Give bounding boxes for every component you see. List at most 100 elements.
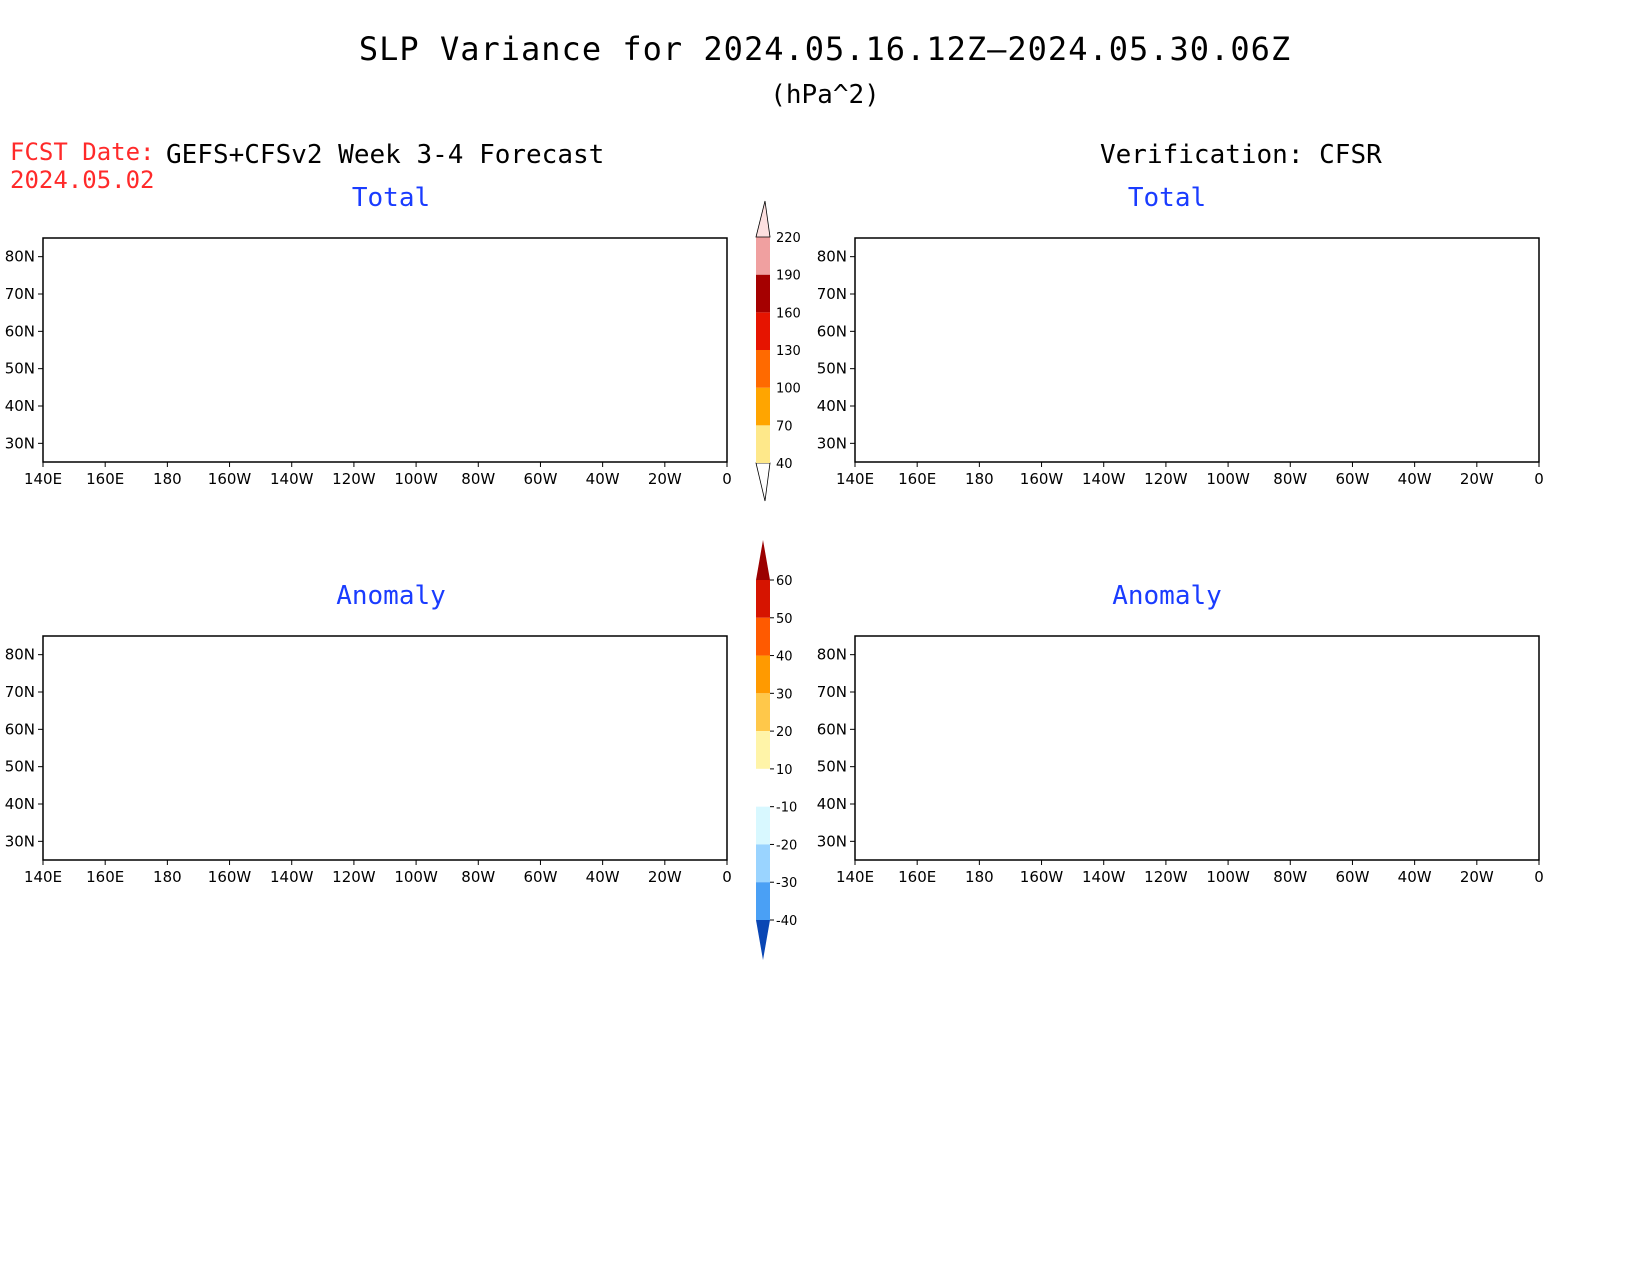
lon-tick-label: 180 xyxy=(153,470,182,488)
lat-tick-label: 80N xyxy=(817,646,847,664)
colorbar-level-label: 50 xyxy=(776,612,793,627)
lon-tick-label: 80W xyxy=(1273,470,1307,488)
colorbar-segment xyxy=(756,882,770,920)
lon-tick-label: 120W xyxy=(332,470,376,488)
colorbar-level-label: 130 xyxy=(776,344,801,359)
lon-tick-label: 120W xyxy=(1144,868,1188,886)
lon-tick-label: 20W xyxy=(648,868,682,886)
lon-tick-label: 160E xyxy=(86,868,124,886)
panel-title-forecast-anomaly: Anomaly xyxy=(336,581,446,611)
lat-tick-label: 70N xyxy=(5,285,35,303)
colorbar-segment xyxy=(756,540,770,580)
lon-tick-label: 0 xyxy=(1534,868,1544,886)
colorbar-level-label: 100 xyxy=(776,382,801,397)
lat-tick-label: 70N xyxy=(817,285,847,303)
lat-tick-label: 40N xyxy=(5,397,35,415)
lon-tick-label: 140W xyxy=(270,868,314,886)
lon-tick-label: 60W xyxy=(1335,470,1369,488)
lon-tick-label: 100W xyxy=(394,868,438,886)
lon-tick-label: 160E xyxy=(898,470,936,488)
units-label: (hPa^2) xyxy=(770,80,880,110)
lat-tick-label: 30N xyxy=(817,434,847,452)
colorbar-segment xyxy=(756,580,770,618)
lon-tick-label: 40W xyxy=(1398,470,1432,488)
lon-tick-label: 140W xyxy=(1082,868,1126,886)
lon-tick-label: 80W xyxy=(461,470,495,488)
lat-tick-label: 50N xyxy=(5,360,35,378)
lat-tick-label: 50N xyxy=(817,758,847,776)
lon-tick-label: 60W xyxy=(523,868,557,886)
lat-tick-label: 60N xyxy=(817,720,847,738)
colorbar-level-label: 30 xyxy=(776,687,793,702)
lon-tick-label: 140E xyxy=(24,470,62,488)
lon-tick-label: 20W xyxy=(1460,470,1494,488)
lon-tick-label: 160W xyxy=(1020,470,1064,488)
lat-tick-label: 80N xyxy=(5,646,35,664)
panel-title-verification-anomaly: Anomaly xyxy=(1112,581,1222,611)
lon-tick-label: 120W xyxy=(332,868,376,886)
lon-tick-label: 40W xyxy=(586,868,620,886)
colorbar-segment xyxy=(756,312,770,350)
colorbar-level-label: -30 xyxy=(776,876,797,891)
lat-tick-label: 60N xyxy=(817,322,847,340)
lat-tick-label: 70N xyxy=(817,683,847,701)
colorbar-segment xyxy=(756,350,770,388)
lon-tick-label: 40W xyxy=(586,470,620,488)
lat-tick-label: 70N xyxy=(5,683,35,701)
colorbar-level-label: 40 xyxy=(776,650,793,665)
forecast-total-map xyxy=(42,237,728,463)
lon-tick-label: 60W xyxy=(1335,868,1369,886)
colorbar-segment xyxy=(756,806,770,845)
lon-tick-label: 160W xyxy=(1020,868,1064,886)
lon-tick-label: 40W xyxy=(1398,868,1432,886)
panel-title-verification-total: Total xyxy=(1127,183,1207,213)
colorbar-anomaly: 60 50 40 30 20 10 -10 -20 -30 -40 xyxy=(756,540,797,960)
colorbar-level-label: 160 xyxy=(776,306,801,321)
verification-header: Verification: CFSR xyxy=(1100,140,1382,170)
colorbar-segment xyxy=(756,731,770,769)
colorbar-level-label: 190 xyxy=(776,269,801,284)
panel-title-forecast-total: Total xyxy=(351,183,431,213)
lat-tick-label: 40N xyxy=(817,397,847,415)
lat-tick-label: 30N xyxy=(5,434,35,452)
lon-tick-label: 60W xyxy=(523,470,557,488)
verification-anomaly-map xyxy=(854,635,1540,861)
lon-tick-label: 140W xyxy=(1082,470,1126,488)
forecast-anomaly-map xyxy=(42,635,728,861)
lat-tick-label: 40N xyxy=(5,795,35,813)
colorbar-total: 40 70 100 130 160 190 220 xyxy=(755,200,801,502)
colorbar-segment xyxy=(756,237,770,275)
lon-tick-label: 160E xyxy=(898,868,936,886)
colorbar-segment xyxy=(756,844,770,883)
verification-total-map xyxy=(854,237,1540,463)
colorbar-segment xyxy=(756,425,770,463)
lon-tick-label: 140E xyxy=(24,868,62,886)
lon-tick-label: 140E xyxy=(836,470,874,488)
chart-title: SLP Variance for 2024.05.16.12Z—2024.05.… xyxy=(358,30,1292,68)
colorbar-level-label: 70 xyxy=(776,419,793,434)
lon-tick-label: 100W xyxy=(394,470,438,488)
lon-tick-label: 0 xyxy=(722,868,732,886)
colorbar-level-label: 10 xyxy=(776,763,793,778)
lon-tick-label: 20W xyxy=(1460,868,1494,886)
lon-tick-label: 160W xyxy=(208,868,252,886)
lon-tick-label: 160W xyxy=(208,470,252,488)
lon-tick-label: 160E xyxy=(86,470,124,488)
lat-tick-label: 50N xyxy=(817,360,847,378)
colorbar-level-label: -40 xyxy=(776,914,797,929)
lat-tick-label: 80N xyxy=(817,248,847,266)
lon-tick-label: 120W xyxy=(1144,470,1188,488)
forecast-date-value: 2024.05.02 xyxy=(10,166,155,194)
colorbar-segment xyxy=(756,387,770,426)
colorbar-level-label: 20 xyxy=(776,725,793,740)
lon-tick-label: 140E xyxy=(836,868,874,886)
colorbar-segment xyxy=(756,274,770,313)
lon-tick-label: 80W xyxy=(1273,868,1307,886)
lat-tick-label: 50N xyxy=(5,758,35,776)
lon-tick-label: 20W xyxy=(648,470,682,488)
colorbar-level-label: -20 xyxy=(776,838,797,853)
lat-tick-label: 30N xyxy=(817,832,847,850)
lat-tick-label: 60N xyxy=(5,322,35,340)
colorbar-segment xyxy=(756,693,770,732)
colorbar-segment xyxy=(756,617,770,656)
